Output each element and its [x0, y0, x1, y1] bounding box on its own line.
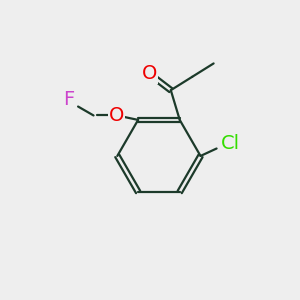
Text: O: O [109, 106, 124, 125]
Text: Cl: Cl [221, 134, 240, 153]
Text: F: F [64, 91, 75, 110]
Text: O: O [142, 64, 157, 83]
